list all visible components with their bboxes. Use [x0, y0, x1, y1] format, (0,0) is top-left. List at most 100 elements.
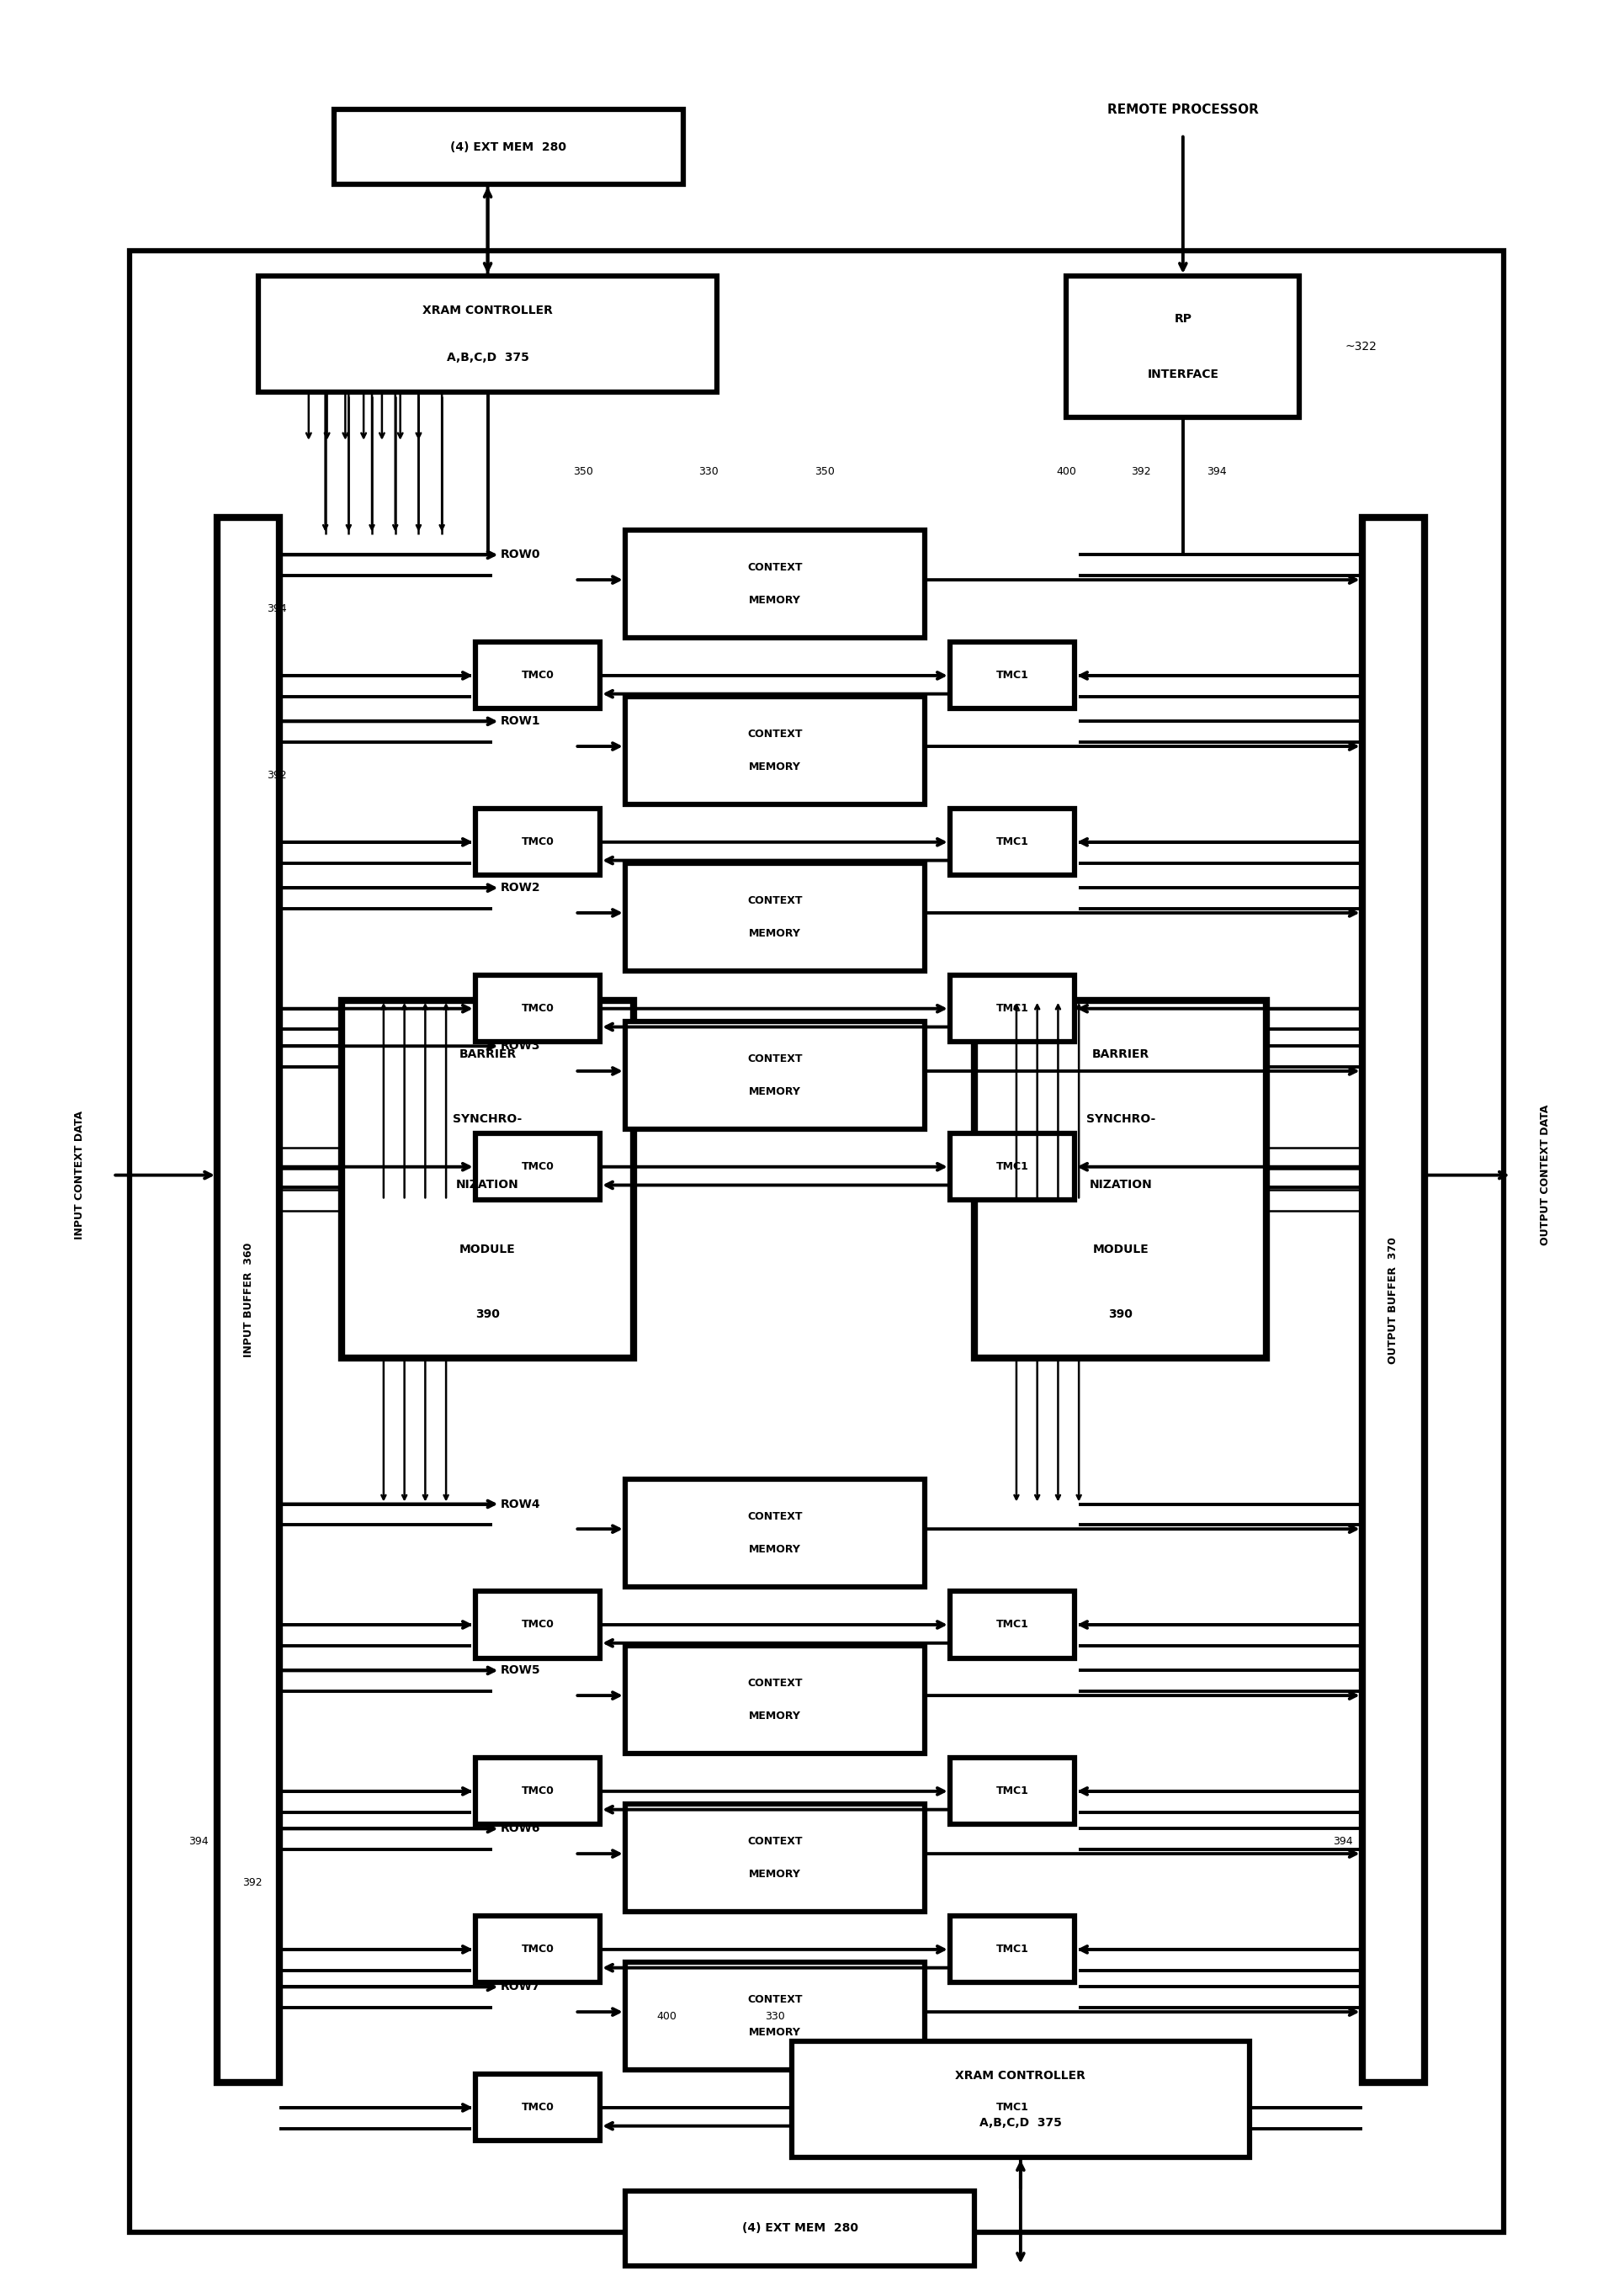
Bar	[625, 1804, 924, 1912]
Bar	[1361, 518, 1424, 2083]
Text: 350: 350	[573, 465, 593, 477]
Bar	[474, 976, 599, 1043]
Text: TMC0: TMC0	[521, 2102, 554, 2113]
Bar	[625, 697, 924, 804]
Text: TMC0: TMC0	[521, 1162, 554, 1171]
Bar	[625, 529, 924, 637]
Text: ROW0: ROW0	[500, 550, 539, 562]
Text: CONTEXT: CONTEXT	[747, 1994, 802, 2006]
Bar	[791, 2042, 1249, 2157]
Text: MEMORY: MEMORY	[749, 1545, 801, 1556]
Text: MEMORY: MEMORY	[749, 596, 801, 605]
Text: TMC1: TMC1	[996, 1004, 1028, 1013]
Bar	[950, 2074, 1073, 2141]
Text: TMC0: TMC0	[521, 669, 554, 681]
Bar	[474, 809, 599, 876]
Bar	[974, 999, 1265, 1359]
Text: CONTEXT: CONTEXT	[747, 729, 802, 740]
Bar	[474, 1135, 599, 1201]
Bar	[474, 1916, 599, 1983]
Bar	[130, 250, 1502, 2232]
Text: ROW4: ROW4	[500, 1499, 539, 1510]
Bar	[625, 1022, 924, 1130]
Text: 350: 350	[815, 465, 835, 477]
Text: TMC1: TMC1	[996, 1618, 1028, 1630]
Text: INTERFACE: INTERFACE	[1147, 369, 1218, 380]
Bar	[474, 2074, 599, 2141]
Text: SYNCHRO-: SYNCHRO-	[1085, 1114, 1155, 1125]
Text: BARRIER: BARRIER	[1091, 1047, 1148, 1061]
Bar	[474, 1591, 599, 1657]
Bar	[1065, 275, 1299, 417]
Text: TMC0: TMC0	[521, 1944, 554, 1955]
Text: TMC0: TMC0	[521, 1618, 554, 1630]
Text: 394: 394	[188, 1836, 208, 1847]
Text: 400: 400	[656, 2010, 677, 2022]
Text: 392: 392	[242, 1877, 261, 1889]
Bar	[341, 999, 633, 1359]
Text: MODULE: MODULE	[1091, 1242, 1148, 1256]
Text: RP: RP	[1174, 314, 1190, 325]
Text: INPUT CONTEXT DATA: INPUT CONTEXT DATA	[75, 1112, 84, 1240]
Bar	[474, 1758, 599, 1824]
Text: (4) EXT MEM  280: (4) EXT MEM 280	[450, 142, 567, 154]
Text: TMC1: TMC1	[996, 1162, 1028, 1171]
Text: TMC0: TMC0	[521, 837, 554, 848]
Text: ~322: ~322	[1345, 342, 1377, 353]
Bar	[333, 110, 684, 183]
Text: ROW1: ROW1	[500, 715, 539, 727]
Bar	[625, 1962, 924, 2070]
Text: 400: 400	[1056, 465, 1075, 477]
Text: OUTPUT BUFFER  370: OUTPUT BUFFER 370	[1387, 1238, 1398, 1364]
Text: NIZATION: NIZATION	[456, 1178, 520, 1190]
Text: 394: 394	[1332, 1836, 1353, 1847]
Text: ROW6: ROW6	[500, 1822, 539, 1834]
Bar	[474, 642, 599, 708]
Text: CONTEXT: CONTEXT	[747, 1678, 802, 1689]
Bar	[625, 2191, 974, 2267]
Bar	[258, 275, 716, 392]
Text: CONTEXT: CONTEXT	[747, 1052, 802, 1063]
Text: TMC1: TMC1	[996, 1785, 1028, 1797]
Text: TMC1: TMC1	[996, 837, 1028, 848]
Text: ROW7: ROW7	[500, 1980, 539, 1992]
Text: 390: 390	[476, 1309, 500, 1320]
Text: 330: 330	[765, 2010, 784, 2022]
Bar	[625, 1646, 924, 1753]
Text: MEMORY: MEMORY	[749, 761, 801, 772]
Bar	[950, 976, 1073, 1043]
Text: TMC1: TMC1	[996, 1944, 1028, 1955]
Text: MEMORY: MEMORY	[749, 1868, 801, 1879]
Text: A,B,C,D  375: A,B,C,D 375	[447, 351, 528, 364]
Text: CONTEXT: CONTEXT	[747, 1836, 802, 1847]
Text: TMC0: TMC0	[521, 1785, 554, 1797]
Text: NIZATION: NIZATION	[1088, 1178, 1151, 1190]
Text: 392: 392	[266, 770, 287, 782]
Text: (4) EXT MEM  280: (4) EXT MEM 280	[742, 2223, 857, 2235]
Text: MEMORY: MEMORY	[749, 2026, 801, 2038]
Text: ROW3: ROW3	[500, 1041, 539, 1052]
Text: CONTEXT: CONTEXT	[747, 894, 802, 905]
Bar	[625, 862, 924, 972]
Text: SYNCHRO-: SYNCHRO-	[453, 1114, 521, 1125]
Text: 330: 330	[698, 465, 718, 477]
Text: 394: 394	[266, 603, 287, 614]
Bar	[950, 1591, 1073, 1657]
Text: TMC1: TMC1	[996, 669, 1028, 681]
Text: INPUT BUFFER  360: INPUT BUFFER 360	[242, 1242, 253, 1357]
Text: 394: 394	[1205, 465, 1226, 477]
Text: MEMORY: MEMORY	[749, 1086, 801, 1098]
Text: XRAM CONTROLLER: XRAM CONTROLLER	[955, 2070, 1085, 2081]
Text: ROW2: ROW2	[500, 882, 539, 894]
Text: XRAM CONTROLLER: XRAM CONTROLLER	[422, 305, 552, 316]
Text: TMC1: TMC1	[996, 2102, 1028, 2113]
Text: MEMORY: MEMORY	[749, 928, 801, 940]
Bar	[950, 1916, 1073, 1983]
Text: OUTPUT CONTEXT DATA: OUTPUT CONTEXT DATA	[1540, 1105, 1549, 1245]
Bar	[950, 1135, 1073, 1201]
Bar	[950, 809, 1073, 876]
Bar	[218, 518, 279, 2083]
Text: BARRIER: BARRIER	[458, 1047, 516, 1061]
Text: 390: 390	[1108, 1309, 1132, 1320]
Bar	[625, 1478, 924, 1588]
